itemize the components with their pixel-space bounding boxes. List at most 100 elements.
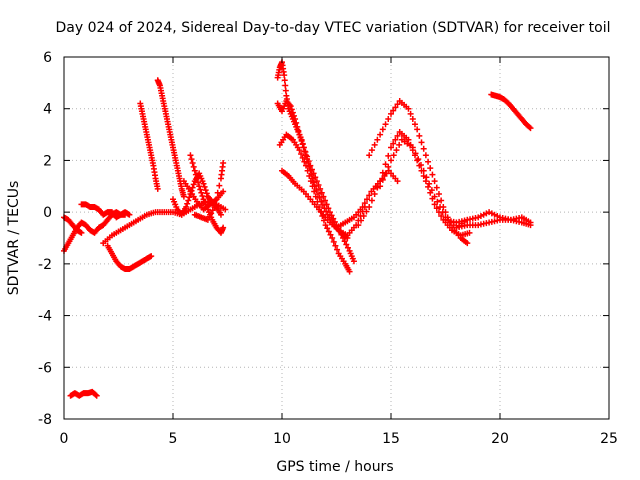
data-point: [379, 176, 386, 183]
series-arc-cluster-c: [191, 160, 227, 223]
y-axis-label: SDTVAR / TECUs: [6, 181, 22, 296]
data-point: [298, 138, 305, 145]
data-point: [350, 258, 357, 265]
data-point: [295, 127, 302, 134]
data-point: [320, 193, 327, 200]
data-point: [435, 191, 442, 198]
data-point: [198, 189, 205, 196]
data-point: [217, 211, 224, 218]
y-tick-label: 0: [43, 205, 52, 221]
data-point: [385, 152, 392, 159]
data-point: [292, 116, 299, 123]
data-point: [422, 152, 429, 159]
data-point: [526, 124, 533, 131]
data-point: [407, 110, 414, 117]
data-point: [299, 141, 306, 148]
data-point: [358, 217, 365, 224]
data-point: [390, 152, 397, 159]
data-point: [190, 163, 197, 170]
chart-title: Day 024 of 2024, Sidereal Day-to-day VTE…: [55, 20, 610, 36]
data-point: [180, 193, 187, 200]
data-point: [390, 107, 397, 114]
data-point: [431, 193, 438, 200]
data-point: [327, 231, 334, 238]
y-tick-label: -4: [38, 309, 52, 325]
data-point: [332, 242, 339, 249]
data-point: [388, 110, 394, 117]
data-point: [414, 126, 421, 133]
series-arc-early-low: [67, 388, 100, 399]
data-point: [396, 141, 403, 148]
series-arc-late-high: [488, 91, 534, 132]
data-point: [208, 210, 215, 217]
data-point: [433, 184, 440, 191]
data-point: [425, 158, 432, 165]
y-tick-label: 4: [43, 102, 52, 118]
grid: [64, 57, 609, 419]
data-point: [355, 222, 362, 229]
data-point: [360, 213, 367, 220]
data-point: [154, 185, 161, 192]
data-point: [203, 190, 210, 197]
data-point: [185, 197, 192, 204]
data-point: [282, 82, 289, 89]
data-point: [322, 222, 329, 229]
data-point: [392, 104, 399, 111]
plot-frame: [63, 56, 610, 420]
data-point: [299, 154, 306, 161]
data-point: [192, 171, 199, 178]
data-point: [311, 188, 318, 195]
data-point: [328, 212, 335, 219]
data-point: [415, 156, 422, 163]
data-point: [189, 160, 196, 167]
data-point: [309, 183, 316, 190]
data-point: [388, 144, 394, 151]
data-point: [193, 175, 200, 182]
data-point: [382, 121, 389, 128]
series-arc-cluster-d: [180, 178, 227, 213]
data-point: [405, 136, 412, 143]
data-point: [412, 150, 419, 157]
data-point: [206, 213, 213, 220]
data-point: [322, 197, 329, 204]
x-tick-label: 25: [600, 431, 618, 447]
series-arc-noon-a: [274, 59, 351, 241]
data-point: [359, 203, 366, 210]
data-point: [385, 116, 392, 123]
data-point: [366, 192, 373, 199]
data-point: [313, 178, 320, 185]
data-point: [148, 253, 155, 260]
data-point: [324, 225, 331, 232]
data-point: [197, 186, 204, 193]
data-point: [420, 145, 427, 152]
data-point: [297, 134, 304, 141]
data-points: [61, 59, 534, 399]
data-point: [290, 112, 297, 119]
data-point: [377, 131, 384, 138]
data-point: [300, 144, 307, 151]
data-point: [392, 136, 399, 143]
data-point: [78, 229, 85, 236]
data-point: [301, 158, 308, 165]
data-point: [296, 131, 303, 138]
data-point: [312, 193, 319, 200]
data-point: [325, 228, 332, 235]
data-point: [420, 167, 427, 174]
data-point: [287, 103, 294, 110]
data-point: [326, 209, 333, 216]
y-tick-label: 2: [43, 153, 52, 169]
data-point: [409, 116, 416, 123]
data-point: [464, 240, 471, 247]
data-point: [92, 391, 99, 398]
data-point: [414, 157, 421, 164]
x-tick-label: 0: [60, 431, 69, 447]
data-point: [304, 153, 311, 160]
data-point: [411, 121, 418, 128]
series-arc-late-flat-2: [453, 216, 534, 231]
data-point: [220, 224, 227, 231]
data-point: [202, 187, 209, 194]
data-point: [330, 215, 337, 222]
series-arc-early-bump: [78, 201, 129, 221]
data-point: [93, 392, 100, 399]
